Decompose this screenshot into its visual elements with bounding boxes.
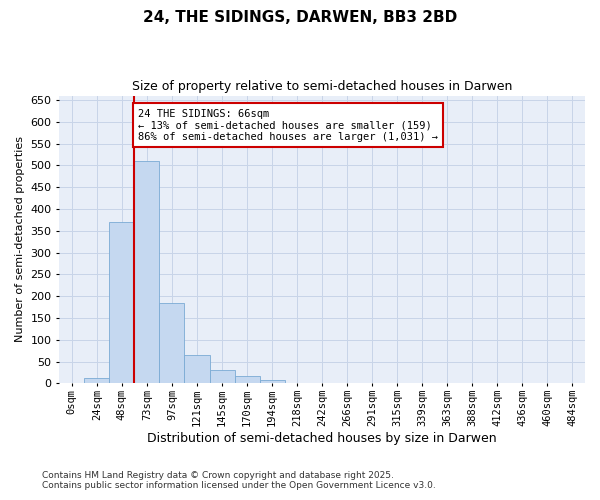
Bar [209,370,235,384]
Bar [260,380,284,384]
Bar [184,355,209,384]
Text: Contains HM Land Registry data © Crown copyright and database right 2025.
Contai: Contains HM Land Registry data © Crown c… [42,470,436,490]
Title: Size of property relative to semi-detached houses in Darwen: Size of property relative to semi-detach… [132,80,512,93]
Bar [385,382,410,384]
Bar [59,382,85,384]
Bar [134,161,160,384]
Y-axis label: Number of semi-detached properties: Number of semi-detached properties [15,136,25,342]
Text: 24 THE SIDINGS: 66sqm
← 13% of semi-detached houses are smaller (159)
86% of sem: 24 THE SIDINGS: 66sqm ← 13% of semi-deta… [138,108,438,142]
Bar [284,382,310,384]
Bar [109,222,134,384]
Bar [235,376,260,384]
X-axis label: Distribution of semi-detached houses by size in Darwen: Distribution of semi-detached houses by … [148,432,497,445]
Bar [160,302,184,384]
Bar [460,382,485,384]
Bar [85,378,109,384]
Text: 24, THE SIDINGS, DARWEN, BB3 2BD: 24, THE SIDINGS, DARWEN, BB3 2BD [143,10,457,25]
